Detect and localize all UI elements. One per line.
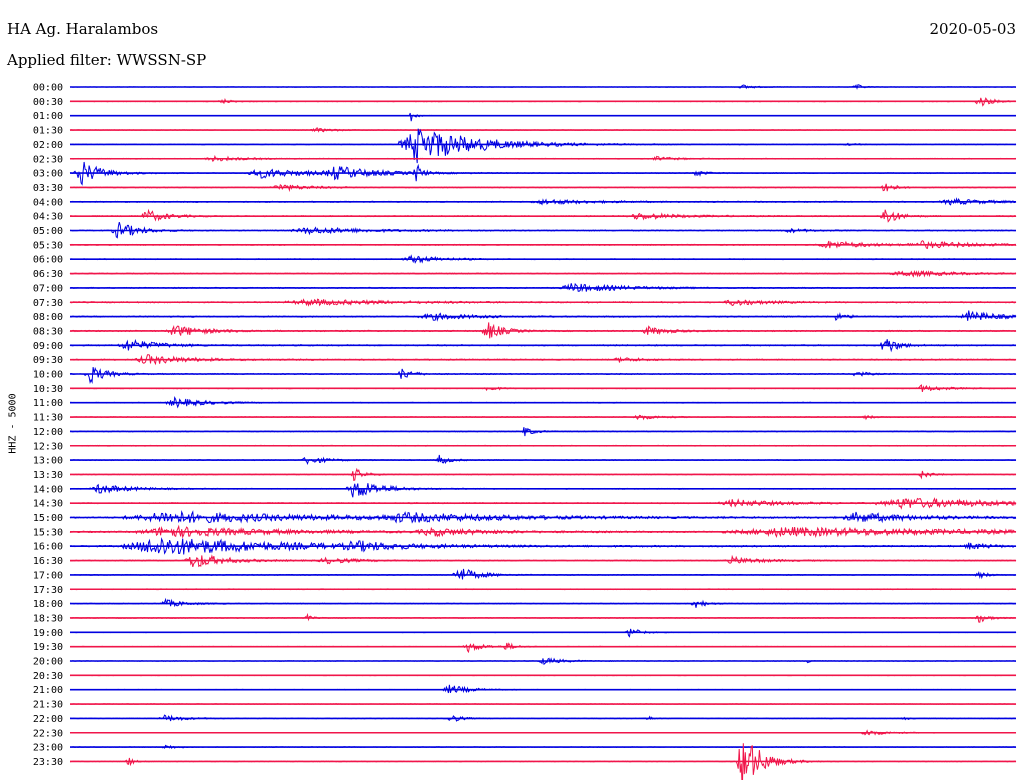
time-tick-label: 17:00 — [33, 570, 63, 581]
time-tick-label: 19:00 — [33, 628, 63, 639]
time-tick-label: 11:30 — [33, 413, 63, 424]
time-tick-label: 22:30 — [33, 728, 63, 739]
time-tick-label: 02:00 — [33, 140, 63, 151]
time-tick-label: 19:30 — [33, 642, 63, 653]
trace-line — [69, 112, 1017, 122]
time-tick-label: 18:00 — [33, 599, 63, 610]
trace-line — [69, 510, 1017, 524]
time-tick-label: 17:30 — [33, 585, 63, 596]
time-tick-label: 12:30 — [33, 441, 63, 452]
time-tick-label: 08:30 — [33, 326, 63, 337]
time-tick-label: 03:00 — [33, 169, 63, 180]
time-tick-label: 18:30 — [33, 613, 63, 624]
time-tick-label: 22:00 — [33, 714, 63, 725]
time-tick-label: 04:30 — [33, 212, 63, 223]
time-tick-label: 13:30 — [33, 470, 63, 481]
time-tick-label: 20:30 — [33, 671, 63, 682]
time-tick-label: 04:00 — [33, 197, 63, 208]
time-tick-label: 06:00 — [33, 255, 63, 266]
time-tick-label: 14:30 — [33, 499, 63, 510]
time-tick-label: 15:00 — [33, 513, 63, 524]
time-tick-label: 12:00 — [33, 427, 63, 438]
time-tick-label: 20:00 — [33, 657, 63, 668]
time-tick-label: 06:30 — [33, 269, 63, 280]
time-tick-label: 16:00 — [33, 542, 63, 553]
time-tick-label: 08:00 — [33, 312, 63, 323]
date-label: 2020-05-03 — [929, 20, 1016, 38]
time-tick-label: 01:00 — [33, 111, 63, 122]
time-tick-label: 15:30 — [33, 527, 63, 538]
time-tick-label: 10:30 — [33, 384, 63, 395]
time-tick-label: 05:00 — [33, 226, 63, 237]
time-tick-label: 23:00 — [33, 743, 63, 754]
time-tick-label: 00:00 — [33, 83, 63, 94]
time-tick-label: 14:00 — [33, 484, 63, 495]
time-tick-label: 16:30 — [33, 556, 63, 567]
time-tick-label: 23:30 — [33, 757, 63, 768]
trace-line — [69, 454, 1017, 465]
trace-line — [69, 128, 1017, 164]
time-tick-label: 10:00 — [33, 370, 63, 381]
time-tick-label: 09:30 — [33, 355, 63, 366]
time-tick-label: 21:30 — [33, 700, 63, 711]
time-tick-label: 01:30 — [33, 126, 63, 137]
time-tick-label: 09:00 — [33, 341, 63, 352]
trace-line — [69, 310, 1017, 322]
trace-line — [69, 483, 1017, 498]
station-title: HA Ag. Haralambos — [7, 20, 159, 38]
time-tick-label: 02:30 — [33, 154, 63, 165]
time-tick-label: 07:00 — [33, 283, 63, 294]
time-tick-label: 13:00 — [33, 456, 63, 467]
time-tick-label: 11:00 — [33, 398, 63, 409]
time-tick-label: 21:00 — [33, 685, 63, 696]
time-tick-label: 03:30 — [33, 183, 63, 194]
time-tick-label: 05:30 — [33, 240, 63, 251]
time-tick-label: 00:30 — [33, 97, 63, 108]
time-tick-label: 07:30 — [33, 298, 63, 309]
filter-label: Applied filter: WWSSN-SP — [7, 51, 207, 69]
